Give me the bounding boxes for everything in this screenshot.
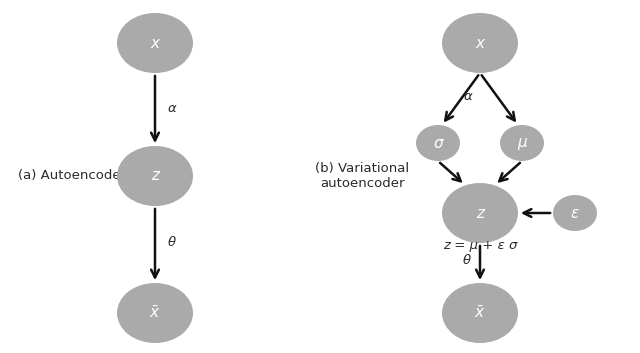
Text: x: x — [150, 36, 159, 50]
Text: ε: ε — [571, 205, 579, 221]
Ellipse shape — [117, 146, 193, 206]
Ellipse shape — [117, 13, 193, 73]
Text: $\bar{x}$: $\bar{x}$ — [149, 305, 161, 321]
Text: z: z — [151, 168, 159, 184]
Ellipse shape — [442, 13, 518, 73]
Ellipse shape — [553, 195, 597, 231]
Ellipse shape — [117, 283, 193, 343]
Text: θ: θ — [168, 235, 176, 249]
Text: z = μ + ε σ: z = μ + ε σ — [443, 239, 517, 252]
Text: σ: σ — [433, 136, 443, 150]
Ellipse shape — [442, 183, 518, 243]
Text: z: z — [476, 205, 484, 221]
Text: (b) Variational
autoencoder: (b) Variational autoencoder — [315, 162, 409, 190]
Ellipse shape — [442, 283, 518, 343]
Text: θ: θ — [463, 253, 471, 267]
Text: x: x — [476, 36, 484, 50]
Ellipse shape — [416, 125, 460, 161]
Text: $\bar{x}$: $\bar{x}$ — [474, 305, 486, 321]
Text: α: α — [168, 102, 177, 115]
Text: μ: μ — [517, 136, 527, 150]
Text: α: α — [463, 90, 472, 102]
Text: (a) Autoencoder: (a) Autoencoder — [18, 169, 126, 183]
Ellipse shape — [500, 125, 544, 161]
